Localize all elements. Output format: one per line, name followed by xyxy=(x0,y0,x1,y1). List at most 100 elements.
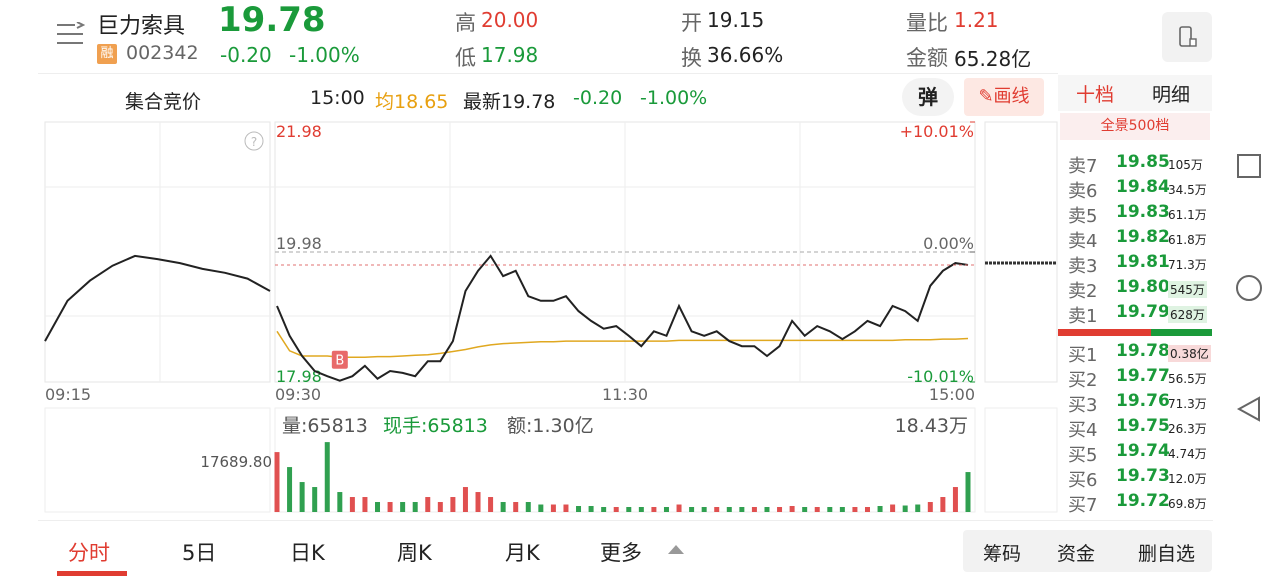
badge: 融 xyxy=(97,44,117,64)
volume-bar xyxy=(576,506,582,512)
book-subtitle[interactable]: 全景500档 xyxy=(1060,113,1210,140)
footer-tab[interactable]: 月K xyxy=(505,541,540,565)
book-divider xyxy=(1058,329,1151,336)
book-level: 买6 xyxy=(1068,470,1098,491)
info-title: 集合竞价 xyxy=(125,91,202,113)
change: -0.20 xyxy=(220,43,272,67)
volume-bar xyxy=(337,492,343,512)
footer-button[interactable]: 资金 xyxy=(1057,543,1096,565)
volume-bar xyxy=(412,502,418,512)
volume-label: 量:65813 xyxy=(282,415,368,437)
volume-bar xyxy=(726,507,732,512)
book-level: 卖2 xyxy=(1068,281,1098,302)
volume-bar xyxy=(714,507,720,512)
stat-value: 20.00 xyxy=(481,8,539,32)
chart: ? 21.98 19.98 17.98 +10.01% 0.00% -10.01% 09:1… xyxy=(44,121,1058,513)
volume-bar xyxy=(601,507,607,512)
volume-bar xyxy=(852,507,858,512)
volume-bar xyxy=(488,497,494,512)
footer-tab[interactable]: 更多 xyxy=(600,541,642,565)
volume-bar xyxy=(676,504,682,512)
volume-bar xyxy=(324,442,330,512)
code: 002342 xyxy=(126,42,199,64)
volume-label: 18.43万 xyxy=(895,415,968,437)
book-level: 卖3 xyxy=(1068,256,1098,277)
device-button[interactable] xyxy=(1162,12,1212,62)
popup-button[interactable]: 弹 xyxy=(902,78,954,116)
volume-bar xyxy=(287,467,293,512)
book-level: 卖5 xyxy=(1068,206,1098,227)
volume-bar xyxy=(274,452,280,512)
book-volume: 61.1万 xyxy=(1168,208,1207,222)
price-tick-label: 17.98 xyxy=(276,367,322,386)
price: 19.78 xyxy=(218,0,326,40)
info-change-pct: -1.00% xyxy=(640,87,708,109)
time-label: 15:00 xyxy=(929,385,975,404)
volume-bar xyxy=(777,507,783,512)
footer-button[interactable]: 删自选 xyxy=(1138,543,1196,565)
draw-label: 画线 xyxy=(993,86,1030,107)
book-price: 19.78 xyxy=(1116,341,1170,361)
footer-tab[interactable]: 日K xyxy=(290,541,325,565)
volume-bar xyxy=(375,502,381,512)
pct-tick-label: -10.01% xyxy=(907,367,974,386)
volume-bar xyxy=(739,507,745,512)
stat-label: 高 xyxy=(455,11,476,35)
book-price: 19.83 xyxy=(1116,202,1170,222)
draw-button[interactable]: ✎画线 xyxy=(964,78,1044,116)
book-tab[interactable]: 明细 xyxy=(1152,84,1191,106)
divider xyxy=(38,73,1058,74)
stat-value: 65.28亿 xyxy=(954,47,1032,71)
book-price: 19.85 xyxy=(1116,152,1170,172)
stat-label: 开 xyxy=(681,11,702,35)
volume-bar xyxy=(814,507,820,512)
book-volume: 71.3万 xyxy=(1168,258,1207,272)
volume-bar xyxy=(877,506,883,512)
volume-bar xyxy=(312,487,318,512)
volume-bar xyxy=(915,504,921,512)
time-label: 11:30 xyxy=(602,385,648,404)
volume-bar xyxy=(588,506,594,512)
volume-bar xyxy=(902,505,908,512)
stat-value: 17.98 xyxy=(481,43,539,67)
footer-tab[interactable]: 5日 xyxy=(182,541,217,565)
book-price: 19.74 xyxy=(1116,441,1170,461)
footer-tab[interactable]: 周K xyxy=(397,541,432,565)
volume-bar xyxy=(689,507,695,512)
info-change: -0.20 xyxy=(573,87,623,109)
book-price: 19.75 xyxy=(1116,416,1170,436)
book-price: 19.76 xyxy=(1116,391,1170,411)
volume-bar xyxy=(890,504,896,512)
volume-bar xyxy=(550,504,556,512)
book-volume: 628万 xyxy=(1168,306,1207,323)
info-time: 15:00 xyxy=(310,87,365,109)
book-volume: 56.5万 xyxy=(1168,372,1207,386)
menu-icon[interactable] xyxy=(57,22,85,46)
volume-bar xyxy=(362,497,368,512)
svg-text:?: ? xyxy=(251,135,257,149)
time-label: 09:15 xyxy=(45,385,91,404)
volume-bar xyxy=(299,482,305,512)
book-price: 19.80 xyxy=(1116,277,1170,297)
volume-bar xyxy=(626,507,632,512)
volume-bar xyxy=(952,487,958,512)
book-price: 19.77 xyxy=(1116,366,1170,386)
volume-bar xyxy=(663,507,669,512)
book-price: 19.73 xyxy=(1116,466,1170,486)
volume-bar xyxy=(927,502,933,512)
volume-bar xyxy=(450,497,456,512)
book-price: 19.79 xyxy=(1116,302,1170,322)
book-volume: 105万 xyxy=(1168,158,1203,172)
stat-label: 量比 xyxy=(906,11,948,35)
book-volume: 545万 xyxy=(1168,281,1207,298)
footer-button[interactable]: 筹码 xyxy=(983,543,1022,565)
buy-marker xyxy=(331,350,348,369)
volume-bar xyxy=(513,502,519,512)
book-tab[interactable]: 十档 xyxy=(1076,84,1115,106)
footer-tab[interactable]: 分时 xyxy=(68,541,110,565)
book-level: 买1 xyxy=(1068,345,1098,366)
change-pct: -1.00% xyxy=(289,43,360,67)
pct-tick-label: 0.00% xyxy=(923,234,974,253)
book-price: 19.72 xyxy=(1116,491,1170,511)
